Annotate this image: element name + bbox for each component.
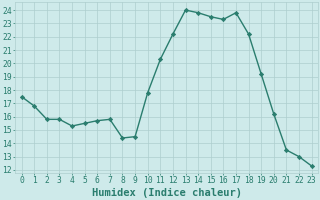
X-axis label: Humidex (Indice chaleur): Humidex (Indice chaleur) <box>92 188 242 198</box>
